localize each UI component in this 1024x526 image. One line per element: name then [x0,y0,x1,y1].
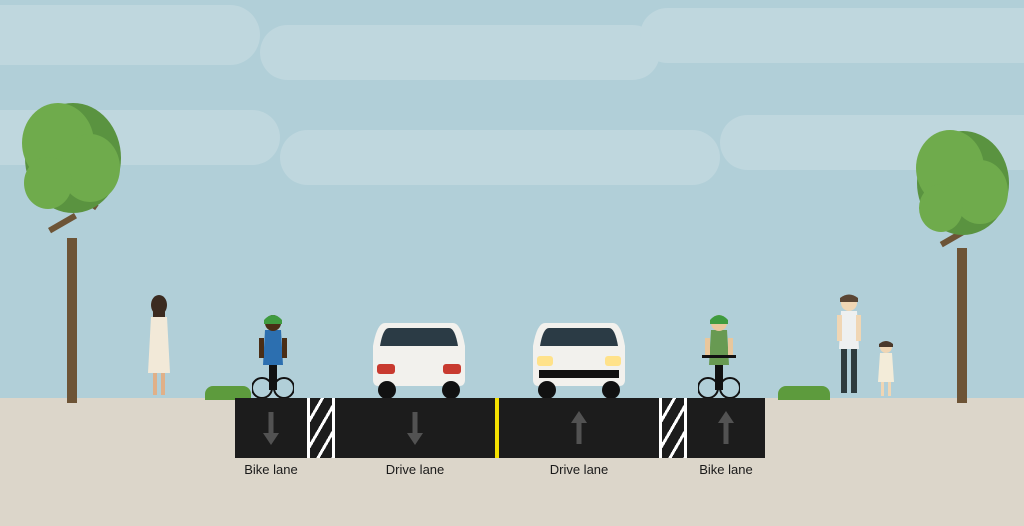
pedestrian-man [832,293,866,406]
lane-buffer-right [659,398,687,458]
pedestrian-woman [144,295,174,405]
arrow-up-icon [719,411,733,445]
label-bike-left: Bike lane [235,462,307,477]
lane-drive-right [499,398,659,458]
cloud [280,130,720,185]
pedestrian-child [874,340,898,405]
cyclist-right [698,310,740,405]
car-front [525,318,633,405]
arrow-down-icon [408,411,422,445]
road-section [235,398,765,458]
tree-left [18,88,128,408]
lane-labels: Bike lane Drive lane Drive lane Bike lan… [235,462,765,477]
label-bike-right: Bike lane [687,462,765,477]
lane-bike-right [687,398,765,458]
cloud [640,8,1024,63]
lane-buffer-left [307,398,335,458]
cloud [0,5,260,65]
arrow-down-icon [264,411,278,445]
cloud [260,25,660,80]
label-drive-left: Drive lane [335,462,495,477]
car-rear [365,318,473,405]
cyclist-left [252,310,294,405]
lane-drive-left [335,398,495,458]
arrow-up-icon [572,411,586,445]
label-drive-right: Drive lane [499,462,659,477]
lane-bike-left [235,398,307,458]
bush [778,386,830,400]
tree-right [908,118,1018,408]
